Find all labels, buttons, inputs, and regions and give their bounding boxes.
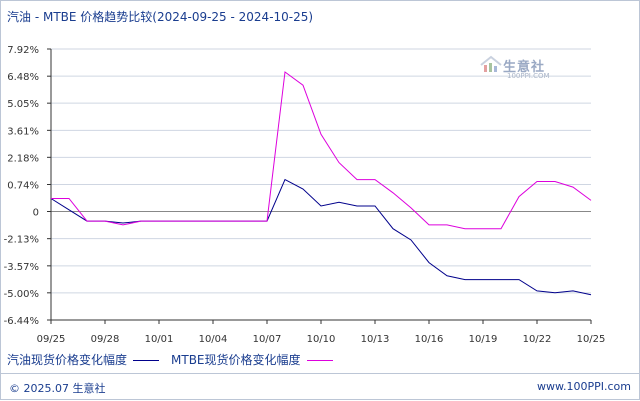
copyright: © 2025.07 生意社 [9,382,106,395]
watermark: 生意社 100PPI.COM [479,55,550,80]
y-tick-label: 3.61% [7,126,39,137]
y-tick-label: 5.05% [7,99,39,110]
legend-label-gasoline: 汽油现货价格变化幅度 [7,353,128,367]
watermark-url: 100PPI.COM [507,72,550,80]
x-tick-label: 10/19 [469,334,498,345]
y-tick-label: -6.44% [4,316,39,327]
x-tick-label: 09/28 [91,334,120,345]
x-tick-label: 10/22 [523,334,552,345]
chart-title: 汽油 - MTBE 价格趋势比较(2024-09-25 - 2024-10-25… [7,10,314,24]
x-tick-label: 10/25 [577,334,606,345]
site-link[interactable]: www.100PPI.com [537,380,631,393]
x-tick-label: 10/04 [199,334,228,345]
x-tick-label: 10/16 [415,334,444,345]
x-tick-label: 09/25 [37,334,66,345]
legend-swatch-gasoline [133,360,160,361]
series-line-mtbe [51,71,592,230]
x-tick-label: 10/13 [361,334,390,345]
y-tick-label: -5.00% [4,289,39,300]
legend-label-mtbe: MTBE现货价格变化幅度 [171,353,301,367]
y-tick-label: 0 [33,207,39,218]
legend: 汽油现货价格变化幅度 MTBE现货价格变化幅度 [7,351,345,368]
x-tick-label: 10/07 [253,334,282,345]
line-chart: 7.92% 6.48% 5.05% 3.61% 2.18% 0.74% 0 -2.13% -3.… [4,45,606,345]
y-tick-label: -3.57% [4,262,39,273]
legend-swatch-mtbe [306,360,333,361]
x-tick-label: 10/01 [145,334,174,345]
y-tick-label: 6.48% [7,72,39,83]
y-tick-label: 0.74% [7,181,39,192]
y-tick-label: 2.18% [7,153,39,164]
series-line-gasoline [50,178,592,296]
footer: © 2025.07 生意社 www.100PPI.com [1,373,640,401]
watermark-name: 生意社 [503,59,546,75]
house-logo-icon [480,55,502,72]
y-tick-label: -2.13% [4,235,39,246]
x-tick-label: 10/10 [307,334,336,345]
y-tick-label: 7.92% [7,45,39,56]
